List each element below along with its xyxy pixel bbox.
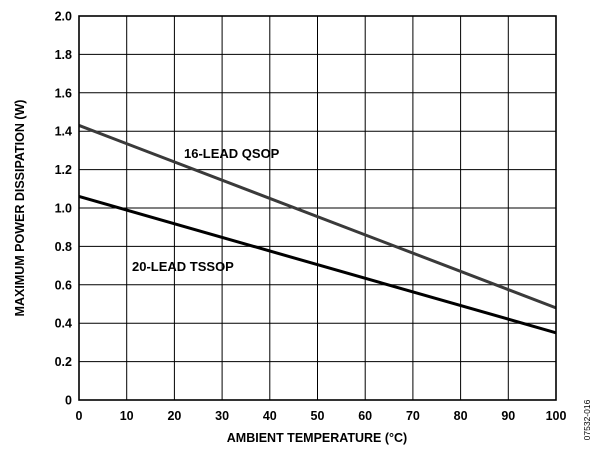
y-tick-label: 1.4 bbox=[55, 125, 72, 139]
y-tick-label: 0.2 bbox=[55, 355, 72, 369]
y-tick-label: 1.6 bbox=[55, 86, 72, 100]
series-lines bbox=[78, 124, 557, 335]
plot-frame bbox=[78, 15, 557, 401]
x-tick-labels: 0 10 20 30 40 50 60 70 80 90 100 bbox=[76, 409, 567, 423]
y-tick-label: 1.8 bbox=[55, 48, 72, 62]
x-axis-label: AMBIENT TEMPERATURE (°C) bbox=[227, 431, 407, 445]
series-line bbox=[78, 124, 557, 310]
x-tick-label: 10 bbox=[120, 409, 134, 423]
x-tick-label: 60 bbox=[358, 409, 372, 423]
grid bbox=[78, 15, 557, 401]
y-tick-label: 1.2 bbox=[55, 163, 72, 177]
x-tick-label: 100 bbox=[546, 409, 567, 423]
y-axis-label: MAXIMUM POWER DISSIPATION (W) bbox=[13, 100, 27, 317]
x-tick-label: 80 bbox=[454, 409, 468, 423]
y-tick-label: 0.8 bbox=[55, 240, 72, 254]
series-label-20-lead-tssop: 20-LEAD TSSOP bbox=[132, 259, 234, 274]
figure-id: 07532-016 bbox=[582, 399, 592, 440]
y-tick-label: 2.0 bbox=[55, 10, 72, 24]
series-line bbox=[78, 195, 557, 335]
y-tick-labels: 0 0.2 0.4 0.6 0.8 1.0 1.2 1.4 1.6 1.8 2.0 bbox=[55, 10, 72, 408]
series-label-16-lead-qsop: 16-LEAD QSOP bbox=[184, 146, 280, 161]
x-tick-label: 90 bbox=[501, 409, 515, 423]
x-tick-label: 70 bbox=[406, 409, 420, 423]
y-tick-label: 0.6 bbox=[55, 278, 72, 292]
x-tick-label: 20 bbox=[167, 409, 181, 423]
x-tick-label: 30 bbox=[215, 409, 229, 423]
y-tick-label: 0 bbox=[65, 394, 72, 408]
y-tick-label: 1.0 bbox=[55, 202, 72, 216]
x-tick-label: 0 bbox=[76, 409, 83, 423]
y-tick-label: 0.4 bbox=[55, 317, 72, 331]
x-tick-label: 40 bbox=[263, 409, 277, 423]
x-tick-label: 50 bbox=[311, 409, 325, 423]
